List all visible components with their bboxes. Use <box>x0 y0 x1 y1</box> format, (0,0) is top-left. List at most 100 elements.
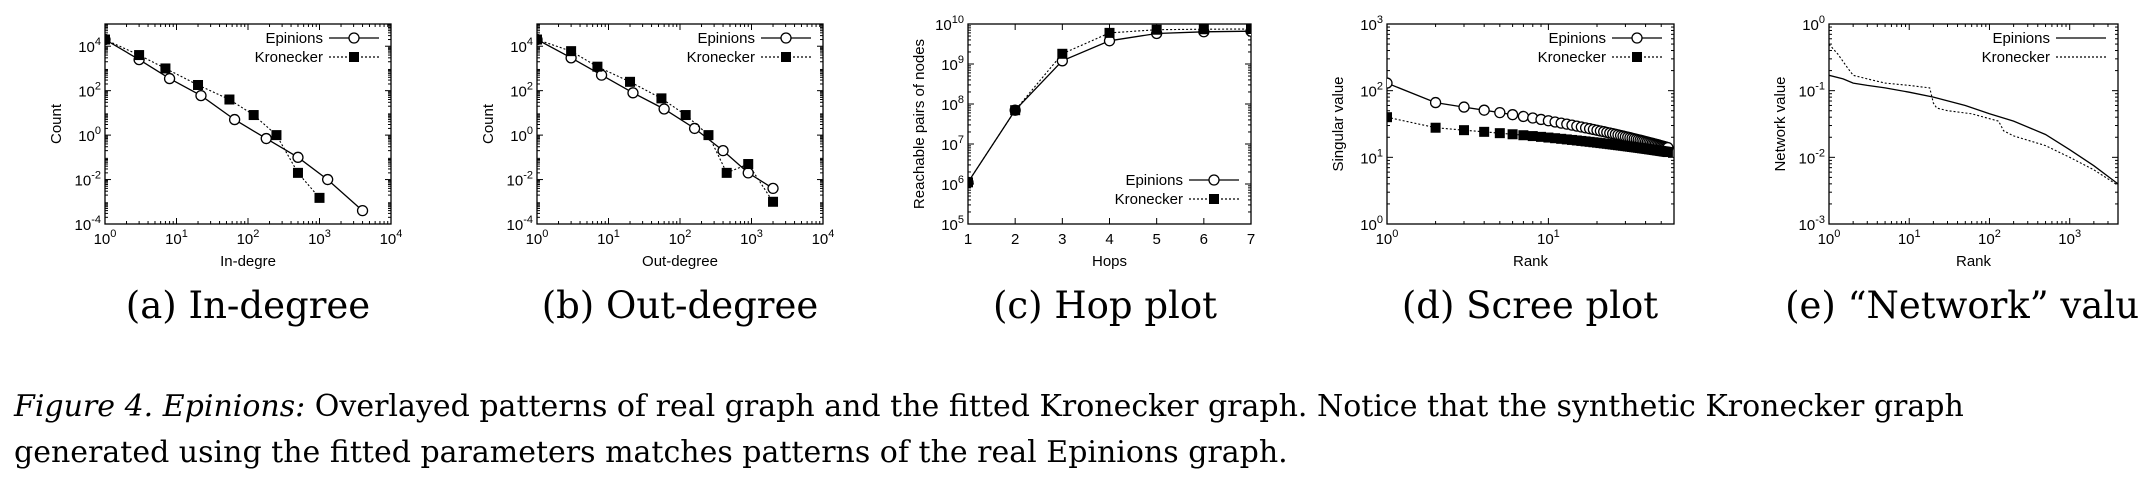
series-layer <box>105 33 369 217</box>
y-tick-label: 101 <box>1360 147 1383 167</box>
legend-label: Epinions <box>697 30 755 47</box>
y-tick-label: 100 <box>78 125 101 145</box>
x-tick-label: 1 <box>964 231 972 248</box>
plot-frame <box>967 23 1252 225</box>
x-tick-label: 3 <box>1058 231 1066 248</box>
subfigure-caption: (d) Scree plot <box>1402 284 1658 327</box>
data-point-kronecker <box>1246 24 1251 34</box>
y-tick-label: 105 <box>941 214 964 234</box>
data-point-kronecker <box>1527 131 1538 142</box>
y-tick-label: 104 <box>78 36 101 56</box>
y-tick-label: 10-1 <box>1799 81 1825 101</box>
subfigure-caption: (e) “Network” value <box>1785 284 2139 327</box>
data-point-kronecker <box>1104 27 1115 38</box>
legend-swatch-marker <box>781 52 791 62</box>
x-tick-label: 104 <box>812 228 835 248</box>
series-line-kronecker <box>1829 43 2118 186</box>
caption-dataset: Epinions: <box>162 389 306 424</box>
chart-d: 100 101 100 101 102 103 Rank Singular value Epin… <box>1330 14 1675 327</box>
data-point-kronecker <box>625 76 636 87</box>
data-point-epinions <box>195 89 207 102</box>
y-tick-label: 100 <box>1360 214 1383 234</box>
data-point-kronecker <box>703 130 714 141</box>
y-tick-label: 1010 <box>935 14 964 34</box>
chart-a: 100 101 102 103 104 10-4 10-2 100 102 104 In-degre… <box>48 23 402 327</box>
data-point-kronecker <box>1430 122 1441 133</box>
figure-canvas: 100 101 102 103 104 10-4 10-2 100 102 104 In-degre… <box>48 14 2139 327</box>
data-point-epinions <box>1387 77 1393 89</box>
data-point-kronecker <box>134 50 145 61</box>
data-point-kronecker <box>105 34 110 45</box>
data-point-kronecker <box>968 177 973 188</box>
x-tick-label: 2 <box>1011 231 1019 248</box>
data-point-kronecker <box>193 79 204 90</box>
y-tick-label: 107 <box>941 134 964 154</box>
subfigure-caption: (c) Hop plot <box>993 284 1217 327</box>
y-tick-label: 10-2 <box>1799 147 1825 167</box>
data-point-kronecker <box>224 94 235 105</box>
y-axis-label: Network value <box>1772 76 1789 171</box>
data-point-epinions <box>228 113 241 126</box>
data-point-epinions <box>260 132 272 145</box>
data-point-epinions <box>767 182 779 195</box>
data-point-kronecker <box>1494 128 1505 139</box>
x-tick-label: 100 <box>526 228 549 248</box>
y-axis-label: Reachable pairs of nodes <box>911 39 928 209</box>
legend-label: Kronecker <box>1982 49 2050 66</box>
data-point-kronecker <box>1387 112 1392 123</box>
data-point-epinions <box>658 103 670 115</box>
data-point-kronecker <box>160 63 171 74</box>
data-point-kronecker <box>1550 133 1561 144</box>
x-tick-label: 7 <box>1247 231 1255 248</box>
caption-text: Overlayed patterns of real graph and the… <box>14 389 1964 470</box>
series-line-kronecker <box>537 38 774 203</box>
data-point-epinions <box>627 87 639 99</box>
legend-swatch-marker <box>1631 32 1643 44</box>
y-tick-label: 10-2 <box>75 170 101 190</box>
legend-label: Kronecker <box>255 49 323 66</box>
data-point-epinions <box>292 151 304 163</box>
data-point-epinions <box>1517 110 1530 123</box>
y-tick-label: 103 <box>1360 14 1383 34</box>
x-axis-label: In-degre <box>220 253 276 270</box>
data-point-epinions <box>321 173 334 186</box>
data-point-epinions <box>1478 104 1490 116</box>
data-point-kronecker <box>1010 105 1021 116</box>
legend-label: Epinions <box>1548 30 1606 47</box>
y-tick-label: 102 <box>510 81 533 101</box>
data-point-epinions <box>1494 106 1506 119</box>
figure-caption: Figure 4. Epinions: Overlayed patterns o… <box>14 384 2124 476</box>
x-tick-label: 101 <box>597 228 620 248</box>
legend-label: Epinions <box>1125 172 1183 189</box>
x-axis-label: Rank <box>1956 253 1992 270</box>
legend-swatch-marker <box>1632 52 1642 62</box>
data-point-epinions <box>1506 109 1519 121</box>
y-tick-label: 10-4 <box>507 214 533 234</box>
data-point-kronecker <box>314 192 325 203</box>
chart-b: 100 101 102 103 104 10-4 10-2 100 102 104 Out-degr… <box>480 23 835 327</box>
x-tick-label: 103 <box>308 228 331 248</box>
chart-e: 100 101 102 103 10-3 10-2 10-1 100 Rank Network v… <box>1772 14 2139 327</box>
y-axis-label: Singular value <box>1330 76 1347 171</box>
data-point-kronecker <box>656 93 667 104</box>
x-tick-label: 5 <box>1152 231 1160 248</box>
plot-frame <box>536 23 824 225</box>
legend-swatch-marker <box>780 32 792 44</box>
data-point-epinions <box>356 204 369 217</box>
data-point-epinions <box>688 122 701 135</box>
legend-swatch-marker <box>1209 194 1219 204</box>
y-tick-label: 10-4 <box>75 214 101 234</box>
x-tick-label: 102 <box>237 228 260 248</box>
data-point-kronecker <box>1151 24 1162 35</box>
data-point-kronecker <box>1543 132 1554 143</box>
data-point-kronecker <box>1662 147 1673 158</box>
data-point-kronecker <box>1518 130 1529 141</box>
x-axis-label: Out-degree <box>642 253 718 270</box>
data-point-kronecker <box>1198 24 1209 35</box>
chart-c: 1 2 3 4 5 6 7 105 106 107 108 109 1010 Hops Reachable … <box>911 14 1255 327</box>
legend-swatch-marker <box>349 52 359 62</box>
x-tick-label: 101 <box>1898 228 1921 248</box>
x-axis-label: Rank <box>1513 253 1549 270</box>
y-tick-label: 100 <box>1802 14 1825 34</box>
subfigure-caption: (a) In-degree <box>126 284 370 327</box>
